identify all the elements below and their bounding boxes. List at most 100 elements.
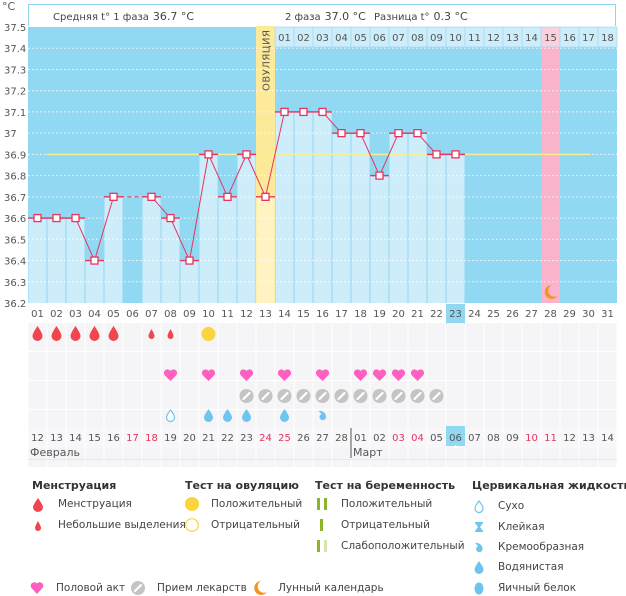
cycle-day-label: 30 bbox=[582, 309, 595, 320]
cycle-day-label: 23 bbox=[449, 309, 462, 320]
date-cell bbox=[541, 428, 560, 448]
heart-icon bbox=[201, 369, 216, 381]
marker-cell bbox=[484, 381, 503, 409]
marker-cell bbox=[104, 352, 123, 380]
heart-icon bbox=[315, 369, 330, 381]
marker-cell bbox=[579, 381, 598, 409]
date-cell bbox=[503, 428, 522, 448]
today-highlight bbox=[446, 426, 465, 446]
date-cell bbox=[370, 428, 389, 448]
phase1-summary: Средняя t° 1 фаза 36.7 °C bbox=[53, 10, 194, 23]
pill-icon bbox=[131, 580, 153, 596]
marker-cell bbox=[465, 381, 484, 409]
temperature-line-segment bbox=[227, 154, 247, 198]
calendar-date-label: 10 bbox=[525, 433, 538, 444]
marker-cell bbox=[541, 381, 560, 409]
marker-cell bbox=[47, 352, 66, 380]
yellow-circle-icon bbox=[185, 496, 207, 512]
temperature-line-segment bbox=[379, 132, 399, 176]
marker-cell bbox=[503, 352, 522, 380]
heart-icon bbox=[30, 580, 52, 596]
legend-label: Отрицательный bbox=[341, 519, 430, 531]
phase2-day-label: 05 bbox=[354, 33, 367, 44]
legend-moon: Лунный календарь bbox=[252, 580, 384, 596]
phase2-day-label: 14 bbox=[525, 33, 538, 44]
marker-cell bbox=[332, 352, 351, 380]
y-tick-label: 37.1 bbox=[4, 108, 26, 119]
temperature-bar bbox=[389, 133, 408, 303]
y-tick-label: 36.4 bbox=[4, 257, 26, 268]
calendar-date-label: 25 bbox=[278, 433, 291, 444]
difference-value: 0.3 °C bbox=[433, 10, 468, 23]
phase2-day-label: 15 bbox=[544, 33, 557, 44]
temperature-point bbox=[52, 213, 61, 223]
temperature-line-segment bbox=[94, 196, 114, 261]
calendar-date-label: 02 bbox=[373, 433, 386, 444]
cycle-day-label: 17 bbox=[335, 309, 348, 320]
temperature-bar bbox=[313, 111, 332, 303]
marker-cell bbox=[199, 381, 218, 409]
marker-cell bbox=[560, 352, 579, 380]
marker-cell bbox=[465, 323, 484, 351]
temperature-bar bbox=[370, 175, 389, 303]
temperature-point bbox=[375, 171, 384, 180]
legend-intercourse: Половой акт bbox=[30, 580, 125, 596]
marker-cell bbox=[123, 323, 142, 351]
date-cell bbox=[560, 428, 579, 448]
phase2-day-label: 17 bbox=[582, 33, 595, 44]
marker-cell bbox=[522, 323, 541, 351]
temperature-line-segment bbox=[246, 154, 266, 198]
cycle-day-label: 02 bbox=[50, 309, 63, 320]
marker-cell bbox=[351, 323, 370, 351]
marker-cell bbox=[256, 323, 275, 351]
temperature-point bbox=[147, 192, 156, 201]
marker-cell bbox=[142, 381, 161, 409]
calendar-date-label: 15 bbox=[88, 433, 101, 444]
marker-cell bbox=[123, 381, 142, 409]
cycle-day-label: 01 bbox=[31, 309, 44, 320]
date-cell bbox=[199, 428, 218, 448]
y-tick-label: 37.3 bbox=[4, 65, 26, 76]
watery-fluid-icon bbox=[223, 409, 232, 422]
cycle-day-label: 04 bbox=[88, 309, 101, 320]
y-tick-label: 36.9 bbox=[4, 150, 26, 161]
spotting-drop-icon bbox=[167, 329, 174, 339]
empty-drop-icon bbox=[472, 498, 494, 514]
temperature-bar bbox=[161, 218, 180, 303]
phase1-value: 36.7 °C bbox=[152, 10, 195, 23]
calendar-date-label: 20 bbox=[183, 433, 196, 444]
temperature-point bbox=[356, 129, 365, 138]
marker-cell bbox=[598, 381, 617, 409]
calendar-date-label: 05 bbox=[430, 433, 443, 444]
temperature-bar bbox=[218, 196, 237, 303]
legend-label: Лунный календарь bbox=[278, 582, 384, 594]
marker-cell bbox=[104, 381, 123, 409]
temperature-point bbox=[299, 107, 308, 117]
date-cell bbox=[332, 428, 351, 448]
calendar-date-label: 13 bbox=[582, 433, 595, 444]
marker-cell bbox=[332, 323, 351, 351]
y-tick-label: 37.2 bbox=[4, 87, 26, 98]
phase2-value: 37.0 °C bbox=[324, 10, 366, 23]
temperature-point bbox=[261, 192, 270, 201]
phase2-day-label: 04 bbox=[335, 33, 348, 44]
phase2-summary: 2 фаза 37.0 °C bbox=[285, 10, 366, 23]
date-cell bbox=[522, 428, 541, 448]
month-label: Февраль bbox=[30, 446, 80, 459]
date-cell bbox=[142, 428, 161, 448]
calendar-date-label: 09 bbox=[506, 433, 519, 444]
marker-cell bbox=[560, 381, 579, 409]
marker-cell bbox=[560, 323, 579, 351]
temperature-point bbox=[432, 150, 441, 159]
calendar-date-label: 22 bbox=[221, 433, 234, 444]
calendar-date-label: 14 bbox=[69, 433, 82, 444]
y-tick-label: 37.5 bbox=[4, 23, 26, 34]
marker-cell bbox=[408, 323, 427, 351]
date-cell bbox=[123, 428, 142, 448]
legend-fluid-creamy: Кремообразная bbox=[472, 539, 584, 555]
date-cell bbox=[408, 428, 427, 448]
heart-icon bbox=[353, 369, 368, 381]
menstruation-drop-icon bbox=[108, 326, 119, 342]
legend-pregnancy-positive: Положительный bbox=[315, 496, 432, 512]
marker-cell bbox=[275, 323, 294, 351]
